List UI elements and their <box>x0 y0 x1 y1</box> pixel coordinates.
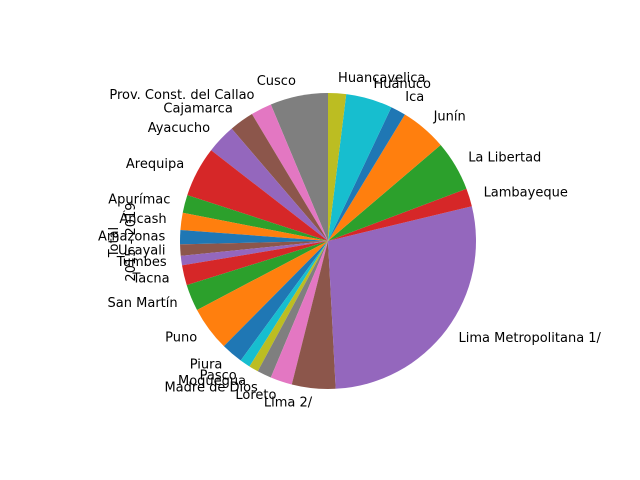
slice-label-lima-metropolitana-1: Lima Metropolitana 1/ <box>459 331 602 346</box>
slice-label-junin: Junín <box>433 110 466 125</box>
pie-slice-moquegua <box>249 241 328 372</box>
pie-slice-pasco <box>240 241 328 367</box>
pie-slice-tumbes <box>180 241 328 266</box>
y-axis-label-line-1: Total <box>107 227 122 258</box>
pie-slice-tacna <box>182 241 328 286</box>
slice-label-moquegua: Moquegua <box>178 374 246 389</box>
slice-label-amazonas: Amazonas <box>98 229 166 244</box>
pie-slice-arequipa <box>187 150 328 241</box>
slice-label-la-libertad: La Libertad <box>468 151 541 166</box>
slice-label-ica: Ica <box>405 90 424 105</box>
slice-label-apurimac: Apurímac <box>108 193 170 208</box>
slice-label-lambayeque: Lambayeque <box>484 186 568 201</box>
pie-slice-cusco <box>270 93 328 241</box>
pie-slice-ica <box>328 107 405 242</box>
slice-label-loreto: Loreto <box>235 388 276 403</box>
slice-label-huancavelica: Huancavelica <box>338 71 425 86</box>
slice-label-pasco: Pasco <box>200 368 237 383</box>
slice-label-ucayali: Ucayali <box>118 244 166 259</box>
slice-label-lima-2: Lima 2/ <box>264 396 313 411</box>
pie-slice-ancash <box>180 212 328 241</box>
pie-slice-lima-2 <box>291 241 336 389</box>
pie-slice-la-libertad <box>328 145 467 241</box>
pie-slice-san-martin <box>186 241 328 310</box>
slice-label-san-martin: San Martín <box>108 296 178 311</box>
y-axis-label-line-2: 2015 - 2019 <box>124 202 139 281</box>
pie-slice-huancavelica <box>328 93 347 241</box>
slice-label-puno: Puno <box>165 330 197 345</box>
slice-label-tumbes: Tumbes <box>116 255 167 270</box>
pie-slice-junin <box>328 114 441 241</box>
pie-slice-puno <box>197 241 328 347</box>
pie-slice-cajamarca <box>231 114 328 241</box>
pie-slice-ucayali <box>180 241 328 256</box>
slice-label-cusco: Cusco <box>257 74 296 89</box>
pie-slice-amazonas <box>180 229 328 245</box>
pie-slice-prov-const-del-callao <box>251 104 328 241</box>
pie-slice-lambayeque <box>328 188 472 241</box>
pie-slice-apurimac <box>182 195 328 241</box>
slice-label-ancash: Áncash <box>119 211 166 227</box>
pie-slice-piura <box>223 241 328 361</box>
slice-label-piura: Piura <box>190 357 223 372</box>
slice-label-prov-const-del-callao: Prov. Const. del Callao <box>109 88 254 103</box>
pie-slice-huanuco <box>328 94 392 241</box>
slice-label-huanuco: Huánuco <box>373 77 431 92</box>
slice-label-tacna: Tacna <box>132 271 170 286</box>
slice-label-madre-de-dios: Madre de Dios <box>164 380 258 395</box>
pie-slice-madre-de-dios <box>257 241 328 378</box>
pie-slice-loreto <box>270 241 328 385</box>
pie-slice-lima-metropolitana-1 <box>328 206 477 389</box>
slice-label-cajamarca: Cajamarca <box>163 101 232 116</box>
slice-label-arequipa: Arequipa <box>126 157 184 172</box>
pie-slices <box>180 93 477 389</box>
slice-label-ayacucho: Ayacucho <box>148 121 210 136</box>
pie-slice-ayacucho <box>211 128 328 241</box>
